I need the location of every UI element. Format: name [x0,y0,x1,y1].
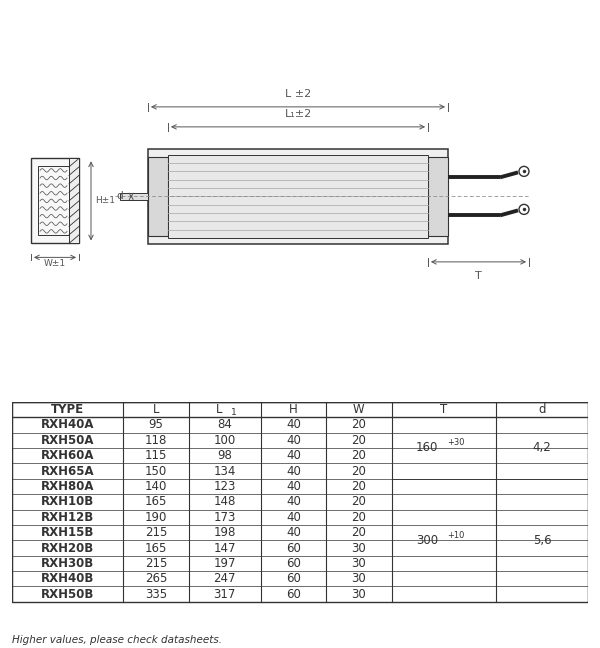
Bar [12,402,588,602]
Text: 150: 150 [145,465,167,478]
Text: 60: 60 [286,572,301,585]
Text: 317: 317 [214,588,236,601]
Text: Higher values, please check datasheets.: Higher values, please check datasheets. [12,635,222,645]
Text: RXH10B: RXH10B [41,495,94,508]
Text: 140: 140 [145,480,167,493]
Text: RXH50B: RXH50B [41,588,94,601]
Bar [148,149,448,244]
Bar [428,157,448,236]
Text: 20: 20 [352,511,367,524]
Text: 1: 1 [230,408,236,417]
Text: 60: 60 [286,557,301,570]
Text: 5,6: 5,6 [533,534,551,547]
Text: 20: 20 [352,449,367,462]
Text: 30: 30 [352,572,366,585]
Text: 198: 198 [214,526,236,539]
Text: 20: 20 [352,526,367,539]
Text: 335: 335 [145,588,167,601]
Text: 95: 95 [149,419,163,432]
Text: +10: +10 [447,531,464,540]
Text: 197: 197 [214,557,236,570]
Text: 118: 118 [145,434,167,446]
Text: 215: 215 [145,557,167,570]
Text: 247: 247 [214,572,236,585]
Text: 4,2: 4,2 [533,441,551,454]
Text: RXH40A: RXH40A [41,419,94,432]
Text: L ±2: L ±2 [285,89,311,99]
Text: 40: 40 [286,419,301,432]
Text: 265: 265 [145,572,167,585]
Text: RXH65A: RXH65A [41,465,94,478]
Text: 40: 40 [286,449,301,462]
Text: +30: +30 [447,439,464,447]
Text: L₁±2: L₁±2 [284,109,311,119]
Text: d: d [116,191,122,202]
Text: RXH15B: RXH15B [41,526,94,539]
Text: 20: 20 [352,480,367,493]
Text: 215: 215 [145,526,167,539]
Text: 134: 134 [214,465,236,478]
Text: W±1: W±1 [44,259,66,268]
Text: 60: 60 [286,542,301,555]
Text: 40: 40 [286,465,301,478]
Text: 40: 40 [286,434,301,446]
Text: 30: 30 [352,557,366,570]
Text: 98: 98 [217,449,232,462]
Text: TYPE: TYPE [51,403,84,416]
Text: 20: 20 [352,495,367,508]
Text: 20: 20 [352,419,367,432]
Text: 148: 148 [214,495,236,508]
Text: RXH30B: RXH30B [41,557,94,570]
Bar [120,193,148,200]
Text: 123: 123 [214,480,236,493]
Text: T: T [475,271,482,281]
Bar [69,158,79,244]
Text: W: W [353,403,365,416]
Text: 40: 40 [286,526,301,539]
Bar [38,167,69,235]
Text: RXH20B: RXH20B [41,542,94,555]
Text: H: H [289,403,298,416]
Text: RXH50A: RXH50A [41,434,94,446]
Text: L: L [216,403,222,416]
Text: 30: 30 [352,588,366,601]
Text: 300: 300 [416,534,438,547]
Text: 165: 165 [145,495,167,508]
Bar [148,157,168,236]
Bar [31,158,79,244]
Text: 190: 190 [145,511,167,524]
Text: RXH60A: RXH60A [41,449,94,462]
Text: 60: 60 [286,588,301,601]
Text: 20: 20 [352,434,367,446]
Text: 40: 40 [286,511,301,524]
Text: 84: 84 [217,419,232,432]
Text: H±1: H±1 [95,196,115,205]
Text: RXH40B: RXH40B [41,572,94,585]
Text: 20: 20 [352,465,367,478]
Text: 115: 115 [145,449,167,462]
Text: 147: 147 [214,542,236,555]
Text: RXH80A: RXH80A [41,480,94,493]
Text: d: d [538,403,546,416]
Text: 40: 40 [286,495,301,508]
Text: 173: 173 [214,511,236,524]
Text: 30: 30 [352,542,366,555]
Text: 40: 40 [286,480,301,493]
Text: 165: 165 [145,542,167,555]
Text: T: T [440,403,448,416]
Text: 160: 160 [416,441,438,454]
Text: 100: 100 [214,434,236,446]
Bar [168,155,428,238]
Text: RXH12B: RXH12B [41,511,94,524]
Text: L: L [153,403,159,416]
